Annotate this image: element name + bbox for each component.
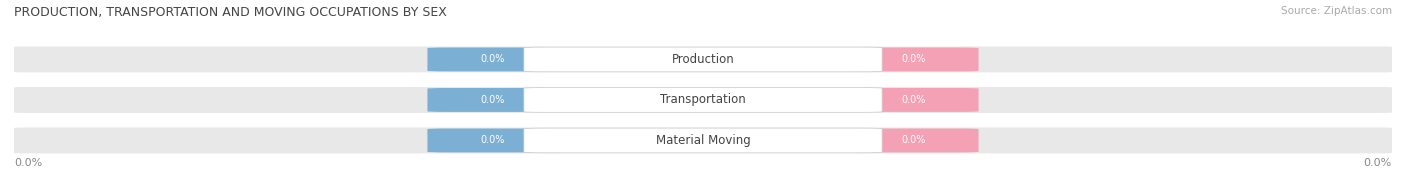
FancyBboxPatch shape	[14, 87, 1392, 113]
FancyBboxPatch shape	[848, 129, 979, 152]
FancyBboxPatch shape	[524, 128, 882, 153]
FancyBboxPatch shape	[14, 46, 1392, 72]
Text: 0.0%: 0.0%	[481, 135, 505, 145]
FancyBboxPatch shape	[848, 88, 979, 112]
FancyBboxPatch shape	[848, 47, 979, 71]
FancyBboxPatch shape	[524, 47, 882, 72]
Text: 0.0%: 0.0%	[901, 54, 925, 64]
Text: 0.0%: 0.0%	[481, 95, 505, 105]
Text: Production: Production	[672, 53, 734, 66]
FancyBboxPatch shape	[427, 129, 558, 152]
Text: 0.0%: 0.0%	[1364, 158, 1392, 168]
Text: Material Moving: Material Moving	[655, 134, 751, 147]
Text: PRODUCTION, TRANSPORTATION AND MOVING OCCUPATIONS BY SEX: PRODUCTION, TRANSPORTATION AND MOVING OC…	[14, 6, 447, 19]
FancyBboxPatch shape	[14, 128, 1392, 153]
FancyBboxPatch shape	[427, 88, 558, 112]
FancyBboxPatch shape	[427, 47, 558, 71]
Text: 0.0%: 0.0%	[901, 135, 925, 145]
FancyBboxPatch shape	[524, 88, 882, 112]
Text: 0.0%: 0.0%	[481, 54, 505, 64]
Text: Transportation: Transportation	[661, 93, 745, 106]
Text: 0.0%: 0.0%	[14, 158, 42, 168]
Text: 0.0%: 0.0%	[901, 95, 925, 105]
Text: Source: ZipAtlas.com: Source: ZipAtlas.com	[1281, 6, 1392, 16]
